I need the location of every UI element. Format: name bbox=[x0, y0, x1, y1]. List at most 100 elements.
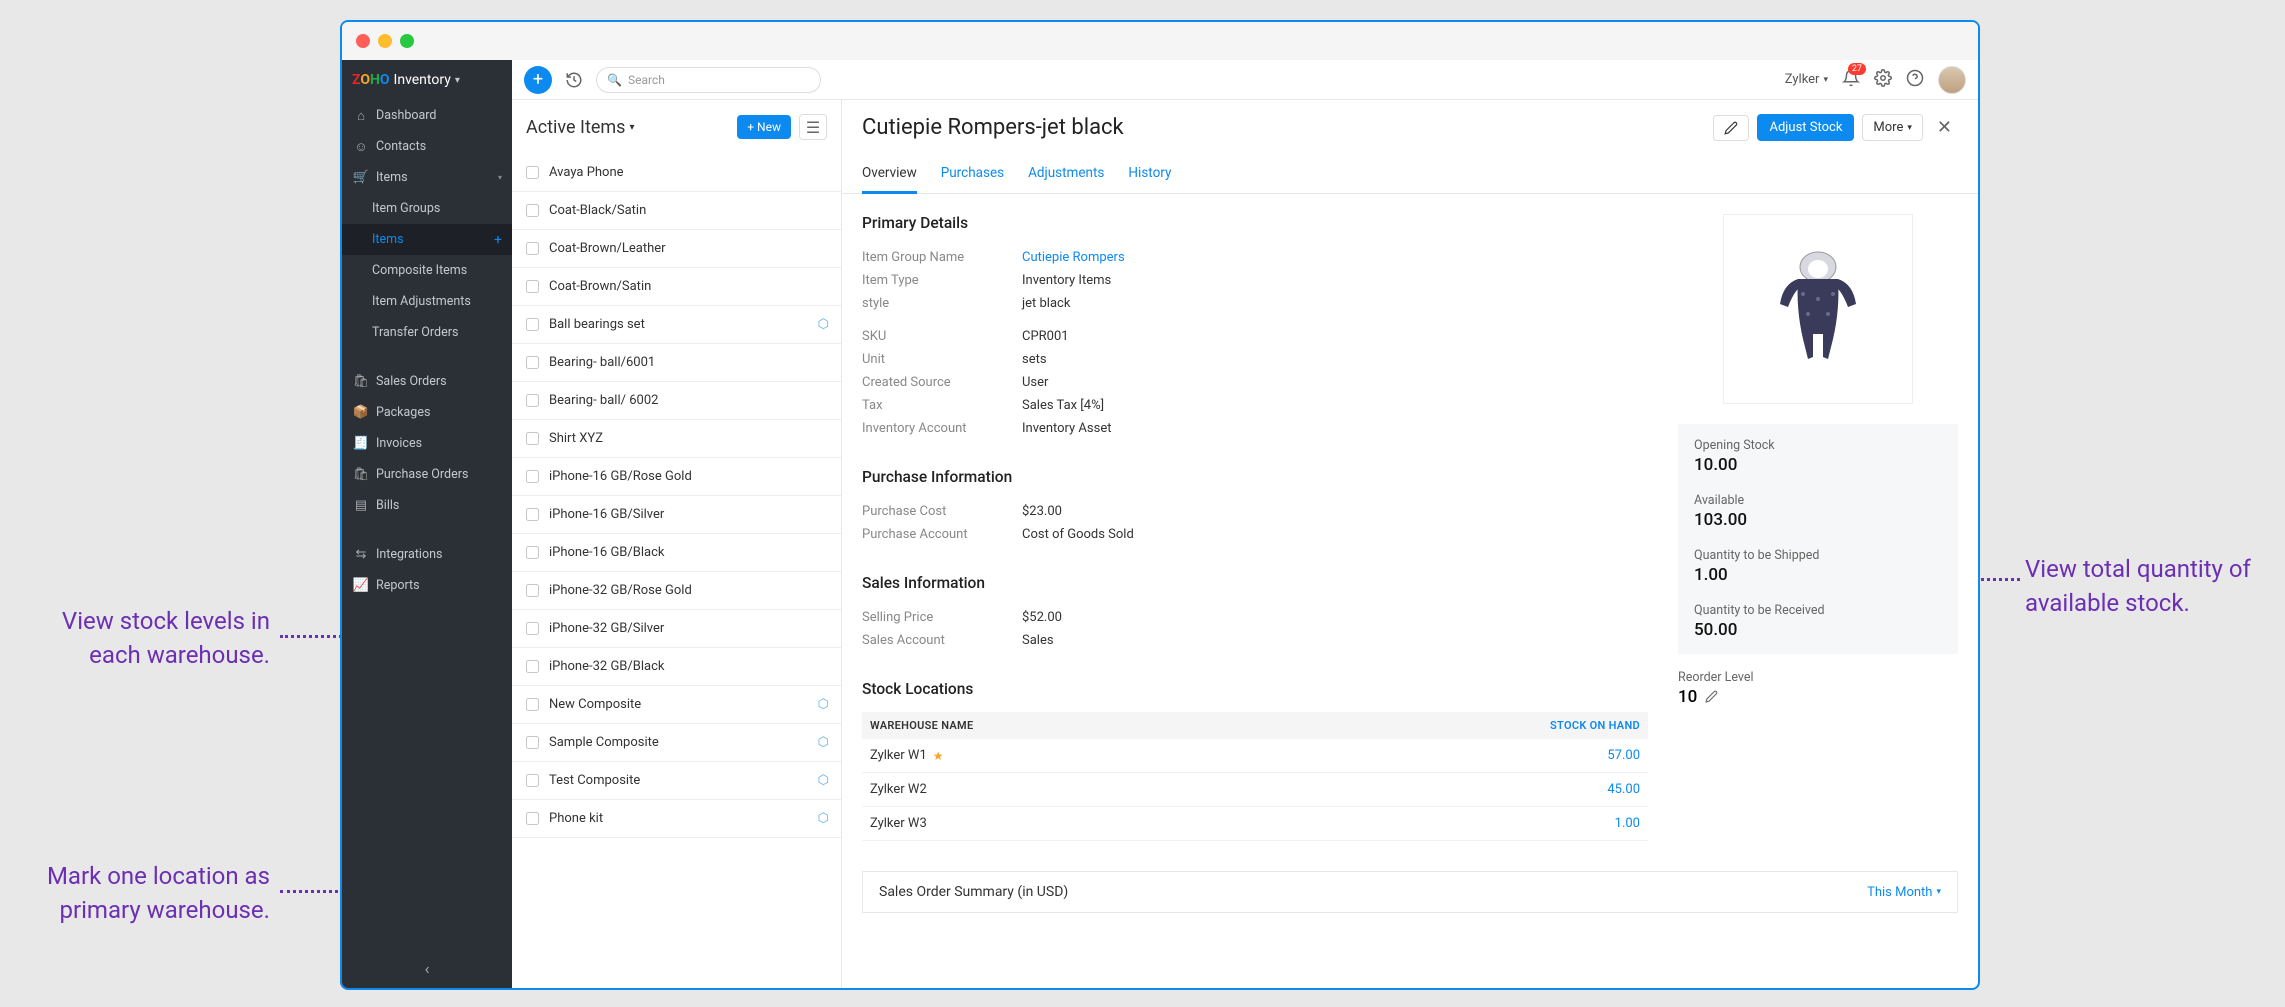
composite-icon: ⬡ bbox=[818, 735, 829, 750]
tab-purchases[interactable]: Purchases bbox=[941, 155, 1004, 193]
list-item[interactable]: Sample Composite⬡ bbox=[512, 724, 841, 762]
period-selector[interactable]: This Month▾ bbox=[1867, 885, 1941, 900]
org-switcher[interactable]: Zylker▾ bbox=[1785, 72, 1828, 87]
quick-create-button[interactable]: + bbox=[524, 66, 552, 94]
item-checkbox[interactable] bbox=[526, 508, 539, 521]
user-avatar[interactable] bbox=[1938, 66, 1966, 94]
item-checkbox[interactable] bbox=[526, 660, 539, 673]
brand-switcher[interactable]: ZOHO Inventory ▾ bbox=[342, 60, 512, 100]
field-value: CPR001 bbox=[1022, 329, 1069, 344]
maximize-window-button[interactable] bbox=[400, 34, 414, 48]
item-checkbox[interactable] bbox=[526, 774, 539, 787]
stock-on-hand-value: 57.00 bbox=[1520, 748, 1640, 763]
more-label: More bbox=[1873, 120, 1903, 135]
list-item[interactable]: Bearing- ball/ 6002 bbox=[512, 382, 841, 420]
list-item[interactable]: Coat-Black/Satin bbox=[512, 192, 841, 230]
add-item-icon[interactable]: + bbox=[494, 232, 502, 248]
sidebar-item-dashboard[interactable]: ⌂Dashboard bbox=[342, 100, 512, 131]
sidebar-item-items-sub[interactable]: Items+ bbox=[342, 224, 512, 255]
item-checkbox[interactable] bbox=[526, 546, 539, 559]
field-label: SKU bbox=[862, 329, 1022, 344]
item-checkbox[interactable] bbox=[526, 736, 539, 749]
list-item[interactable]: Avaya Phone bbox=[512, 154, 841, 192]
item-checkbox[interactable] bbox=[526, 318, 539, 331]
close-detail-button[interactable]: ✕ bbox=[1931, 117, 1958, 138]
tab-adjustments[interactable]: Adjustments bbox=[1028, 155, 1104, 193]
item-name: iPhone-16 GB/Silver bbox=[549, 507, 664, 522]
list-item[interactable]: New Composite⬡ bbox=[512, 686, 841, 724]
field-label: Item Group Name bbox=[862, 250, 1022, 265]
item-checkbox[interactable] bbox=[526, 280, 539, 293]
item-group-link[interactable]: Cutiepie Rompers bbox=[1022, 250, 1125, 265]
field-value: $23.00 bbox=[1022, 504, 1062, 519]
sidebar-item-packages[interactable]: 📦Packages bbox=[342, 397, 512, 428]
sidebar-item-composite[interactable]: Composite Items bbox=[342, 255, 512, 286]
more-button[interactable]: More▾ bbox=[1862, 114, 1922, 141]
list-item[interactable]: iPhone-16 GB/Black bbox=[512, 534, 841, 572]
list-item[interactable]: iPhone-16 GB/Rose Gold bbox=[512, 458, 841, 496]
sidebar-item-bills[interactable]: ▤Bills bbox=[342, 490, 512, 521]
minimize-window-button[interactable] bbox=[378, 34, 392, 48]
sidebar-item-adjustments[interactable]: Item Adjustments bbox=[342, 286, 512, 317]
brand-name: Inventory bbox=[394, 72, 451, 88]
sidebar-label: Bills bbox=[376, 498, 399, 513]
list-item[interactable]: iPhone-32 GB/Black bbox=[512, 648, 841, 686]
list-item[interactable]: iPhone-32 GB/Rose Gold bbox=[512, 572, 841, 610]
warehouse-row[interactable]: Zylker W1★57.00 bbox=[862, 739, 1648, 773]
settings-button[interactable] bbox=[1874, 69, 1892, 91]
sidebar-label: Composite Items bbox=[372, 263, 467, 278]
sidebar-item-reports[interactable]: 📈Reports bbox=[342, 570, 512, 601]
item-checkbox[interactable] bbox=[526, 166, 539, 179]
history-button[interactable] bbox=[562, 68, 586, 92]
sidebar-item-invoices[interactable]: 🧾Invoices bbox=[342, 428, 512, 459]
warehouse-row[interactable]: Zylker W245.00 bbox=[862, 773, 1648, 807]
list-item[interactable]: Bearing- ball/6001 bbox=[512, 344, 841, 382]
new-item-button[interactable]: + New bbox=[737, 115, 791, 139]
item-name: Test Composite bbox=[549, 773, 640, 788]
item-checkbox[interactable] bbox=[526, 432, 539, 445]
item-checkbox[interactable] bbox=[526, 242, 539, 255]
adjust-stock-button[interactable]: Adjust Stock bbox=[1757, 114, 1854, 141]
tab-overview[interactable]: Overview bbox=[862, 155, 917, 194]
list-item[interactable]: Shirt XYZ bbox=[512, 420, 841, 458]
edit-reorder-button[interactable] bbox=[1705, 688, 1718, 707]
item-checkbox[interactable] bbox=[526, 584, 539, 597]
item-checkbox[interactable] bbox=[526, 204, 539, 217]
warehouse-row[interactable]: Zylker W31.00 bbox=[862, 807, 1648, 841]
collapse-sidebar-button[interactable]: ‹ bbox=[342, 949, 512, 988]
list-item[interactable]: iPhone-32 GB/Silver bbox=[512, 610, 841, 648]
sidebar-item-item-groups[interactable]: Item Groups bbox=[342, 193, 512, 224]
item-checkbox[interactable] bbox=[526, 698, 539, 711]
list-item[interactable]: Phone kit⬡ bbox=[512, 800, 841, 838]
field-value: Inventory Items bbox=[1022, 273, 1111, 288]
sidebar-item-sales-orders[interactable]: 🛍Sales Orders bbox=[342, 366, 512, 397]
item-checkbox[interactable] bbox=[526, 356, 539, 369]
list-item[interactable]: Test Composite⬡ bbox=[512, 762, 841, 800]
list-item[interactable]: Coat-Brown/Satin bbox=[512, 268, 841, 306]
list-item[interactable]: Coat-Brown/Leather bbox=[512, 230, 841, 268]
notifications-button[interactable]: 27 bbox=[1842, 69, 1860, 91]
sidebar-item-items[interactable]: 🛒Items▾ bbox=[342, 162, 512, 193]
sidebar-item-contacts[interactable]: ☺Contacts bbox=[342, 131, 512, 162]
tab-history[interactable]: History bbox=[1128, 155, 1171, 193]
composite-icon: ⬡ bbox=[818, 697, 829, 712]
item-checkbox[interactable] bbox=[526, 394, 539, 407]
list-title-dropdown[interactable]: Active Items▾ bbox=[526, 117, 634, 138]
item-name: iPhone-32 GB/Rose Gold bbox=[549, 583, 692, 598]
field-value: sets bbox=[1022, 352, 1047, 367]
item-checkbox[interactable] bbox=[526, 470, 539, 483]
help-button[interactable] bbox=[1906, 69, 1924, 91]
list-menu-button[interactable]: ☰ bbox=[799, 114, 827, 140]
close-window-button[interactable] bbox=[356, 34, 370, 48]
sidebar-item-integrations[interactable]: ⇆Integrations bbox=[342, 539, 512, 570]
edit-button[interactable] bbox=[1713, 115, 1749, 141]
sidebar-label: Items bbox=[376, 170, 408, 185]
sidebar-item-purchase-orders[interactable]: 🛍Purchase Orders bbox=[342, 459, 512, 490]
field-label: Unit bbox=[862, 352, 1022, 367]
search-input[interactable]: 🔍 Search bbox=[596, 67, 821, 93]
item-checkbox[interactable] bbox=[526, 622, 539, 635]
list-item[interactable]: Ball bearings set⬡ bbox=[512, 306, 841, 344]
sidebar-item-transfer[interactable]: Transfer Orders bbox=[342, 317, 512, 348]
item-checkbox[interactable] bbox=[526, 812, 539, 825]
list-item[interactable]: iPhone-16 GB/Silver bbox=[512, 496, 841, 534]
